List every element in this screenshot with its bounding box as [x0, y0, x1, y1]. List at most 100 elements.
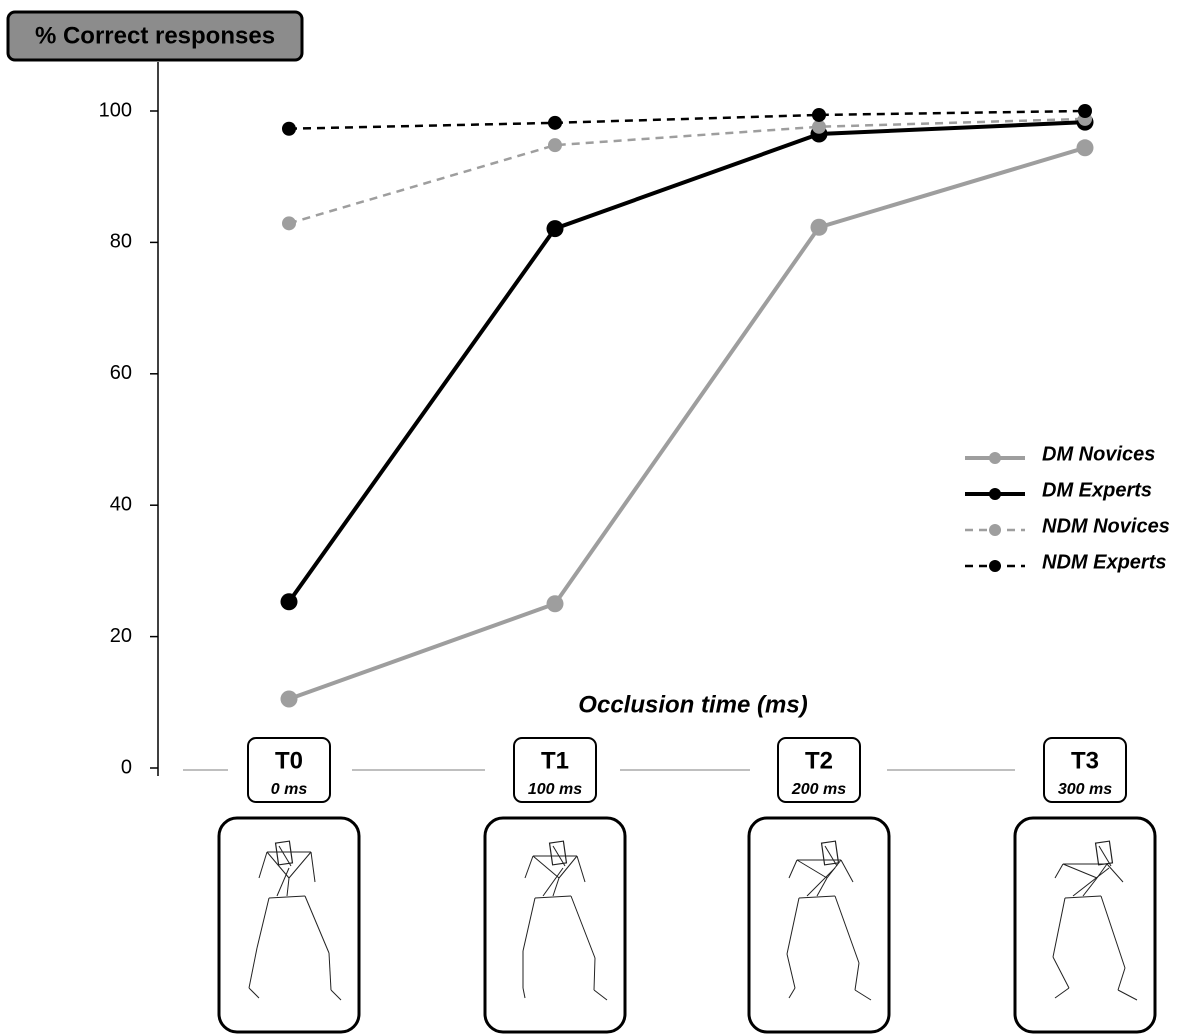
figure-stroke	[1117, 989, 1138, 1001]
x-tick-sublabel: 200 ms	[791, 781, 846, 798]
figure-stroke	[1098, 845, 1112, 867]
data-point	[282, 121, 296, 136]
x-tick-label: T0	[275, 747, 303, 774]
y-tick-label: 40	[110, 493, 132, 515]
figure-stroke	[330, 989, 342, 1001]
figure-head	[548, 840, 568, 866]
figure-stroke	[1072, 867, 1110, 897]
figure-stroke	[593, 957, 596, 991]
legend-label: DM Experts	[1042, 479, 1152, 501]
x-tick-label: T1	[541, 747, 569, 774]
figure-head	[274, 840, 294, 866]
y-tick-label: 20	[110, 625, 132, 647]
figure-stroke	[558, 855, 578, 879]
figure-box	[483, 816, 627, 1034]
figure-stroke	[570, 895, 596, 959]
x-tick-label: T3	[1071, 747, 1099, 774]
figure-stroke	[854, 989, 872, 1001]
figure-panel	[217, 816, 361, 1034]
figure-stroke	[278, 845, 292, 867]
category-box	[777, 737, 861, 803]
figure-stroke	[310, 851, 316, 883]
data-point	[548, 115, 562, 130]
series-line	[288, 145, 1086, 701]
figure-stroke	[522, 987, 526, 999]
figure-stroke	[593, 989, 608, 1001]
figure-stroke	[1054, 987, 1070, 999]
figure-stroke	[288, 851, 312, 879]
figure-stroke	[1054, 863, 1064, 879]
figure-panel	[483, 816, 627, 1034]
figure-stroke	[788, 987, 796, 999]
figure-box	[217, 816, 361, 1034]
figure-stroke	[552, 877, 560, 897]
x-tick-sublabel: 0 ms	[271, 781, 308, 798]
data-point	[280, 593, 298, 611]
legend-label: DM Novices	[1042, 443, 1155, 465]
legend-label: NDM Novices	[1042, 515, 1170, 537]
figure-stroke	[268, 895, 306, 899]
data-point	[548, 138, 562, 153]
series-line	[288, 117, 1086, 225]
figure-stroke	[796, 859, 828, 879]
y-tick-label: 0	[121, 756, 132, 778]
figure-box	[1013, 816, 1157, 1034]
figure-stroke	[532, 855, 560, 879]
figure-stroke	[542, 867, 564, 897]
figure-stroke	[786, 897, 800, 955]
legend-marker	[989, 452, 1001, 464]
figure-stroke	[576, 855, 586, 883]
figure-stroke	[798, 895, 836, 899]
legend-marker	[989, 560, 1001, 572]
figure-box	[747, 816, 891, 1034]
series-line	[287, 120, 1086, 603]
figure-stroke	[524, 855, 534, 879]
figure-stroke	[534, 895, 572, 899]
figure-stroke	[1117, 967, 1126, 991]
figure-stroke	[1052, 897, 1066, 958]
figure-stroke	[256, 897, 270, 949]
figure-stroke	[806, 867, 836, 897]
figure-stroke	[788, 859, 798, 879]
category-box	[513, 737, 597, 803]
data-point	[812, 119, 826, 134]
figure-stroke	[854, 962, 860, 991]
data-point	[1078, 104, 1092, 118]
figure-stroke	[286, 877, 290, 897]
figure-head	[1094, 840, 1114, 866]
y-label-box	[6, 10, 304, 62]
data-point	[282, 216, 296, 231]
figure-stroke	[1100, 895, 1126, 969]
figure-stroke	[840, 859, 854, 883]
x-tick-label: T2	[805, 747, 833, 774]
figure-stroke	[522, 897, 536, 952]
y-axis-label: % Correct responses	[35, 22, 275, 49]
y-tick-label: 100	[99, 99, 132, 121]
figure-stroke	[1064, 895, 1102, 899]
data-point	[1076, 139, 1094, 157]
data-point	[546, 220, 564, 238]
x-axis-label: Occlusion time (ms)	[578, 691, 807, 718]
figure-stroke	[328, 952, 332, 991]
figure-stroke	[248, 987, 260, 999]
figure-stroke	[1062, 863, 1098, 879]
figure-stroke	[1052, 956, 1070, 989]
figure-stroke	[276, 867, 290, 897]
data-point	[810, 218, 828, 236]
figure-stroke	[1096, 863, 1108, 879]
figure-stroke	[834, 895, 860, 964]
series-line	[288, 109, 1086, 130]
legend-marker	[989, 488, 1001, 500]
data-point	[812, 107, 826, 122]
figure-stroke	[1082, 877, 1098, 897]
figure-stroke	[786, 953, 796, 989]
figure-stroke	[266, 851, 290, 879]
figure-stroke	[248, 947, 258, 989]
x-tick-sublabel: 300 ms	[1058, 781, 1112, 798]
figure-head	[820, 840, 840, 866]
category-box	[1043, 737, 1127, 803]
category-box	[247, 737, 331, 803]
figure-stroke	[816, 877, 828, 897]
data-point	[280, 690, 298, 708]
